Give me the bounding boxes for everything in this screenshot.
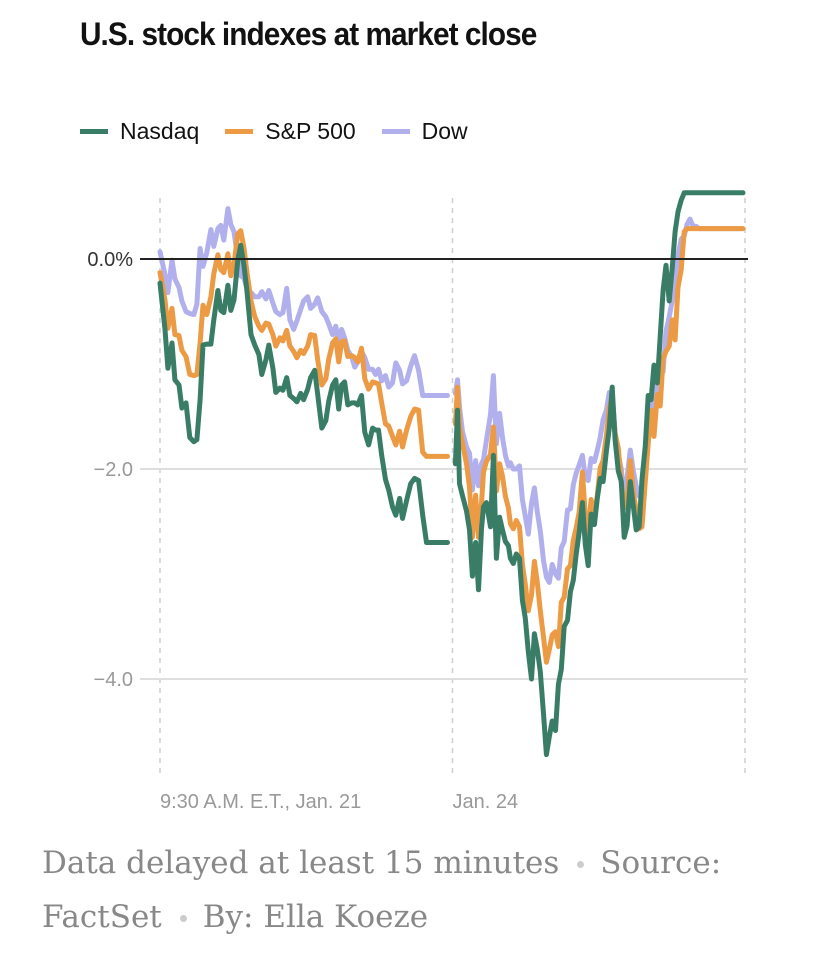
footer-byline: By: Ella Koeze: [202, 899, 429, 935]
separator-dot: [577, 861, 585, 868]
series-line-nasdaq: [157, 242, 450, 545]
legend-swatch-sp500: [225, 129, 254, 134]
axis-labels: 9:30 A.M. E.T., Jan. 21 Jan. 24 0.0% −2.0 −4…: [87, 249, 518, 813]
y-tick-label: 0.0%: [87, 249, 133, 271]
legend-swatch-nasdaq: [80, 129, 108, 134]
y-tick-label: −4.0: [94, 669, 133, 691]
x-tick-label: Jan. 24: [453, 791, 519, 813]
chart-title: U.S. stock indexes at market close: [80, 16, 537, 52]
legend: Nasdaq S&P 500 Dow: [80, 118, 494, 145]
legend-swatch-dow: [381, 129, 410, 134]
footer-source: Source: FactSet: [42, 845, 722, 935]
series-line-sp500: [157, 228, 450, 459]
legend-item-nasdaq: Nasdaq: [80, 118, 199, 145]
grid: [140, 198, 748, 778]
legend-item-sp500: S&P 500: [225, 118, 356, 145]
series-line-nasdaq: [452, 190, 746, 758]
series-lines: [157, 190, 746, 758]
line-chart: 9:30 A.M. E.T., Jan. 21 Jan. 24 0.0% −2.0 −4…: [87, 190, 748, 813]
legend-label-dow: Dow: [421, 118, 468, 144]
chart-footer: Data delayed at least 15 minutes Source: …: [42, 836, 802, 944]
series-line-dow: [157, 206, 450, 398]
legend-label-nasdaq: Nasdaq: [120, 118, 200, 144]
legend-item-dow: Dow: [381, 118, 468, 145]
legend-label-sp500: S&P 500: [265, 118, 356, 144]
separator-dot: [179, 915, 187, 922]
y-tick-label: −2.0: [94, 459, 133, 481]
footer-note: Data delayed at least 15 minutes: [42, 845, 560, 881]
x-tick-label: 9:30 A.M. E.T., Jan. 21: [160, 791, 361, 813]
